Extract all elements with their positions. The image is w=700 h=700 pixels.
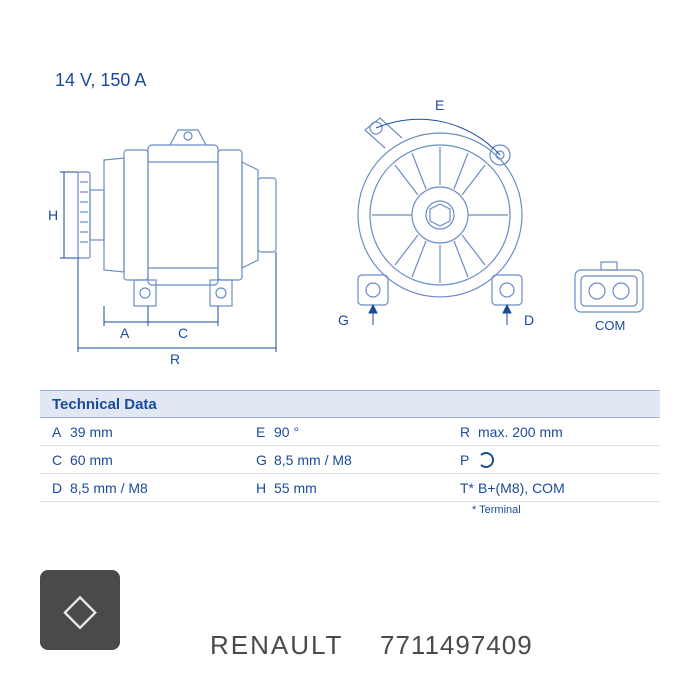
cell-value: 55 mm — [274, 480, 448, 496]
cell-value-rotation — [478, 451, 652, 468]
part-number: 7711497409 — [380, 630, 533, 661]
rotation-icon — [478, 452, 494, 468]
cell-value: 8,5 mm / M8 — [70, 480, 244, 496]
cell-value: 8,5 mm / M8 — [274, 452, 448, 468]
tech-data-table: A 39 mm E 90 ° R max. 200 mm C 60 mm G 8… — [40, 418, 660, 502]
cell-value: max. 200 mm — [478, 424, 652, 440]
drawings-svg: H A C R — [40, 90, 660, 370]
cell-key: T* — [448, 480, 478, 496]
cell-key: A — [40, 424, 70, 440]
terminal-footnote: * Terminal — [472, 504, 521, 516]
tech-data-header: Technical Data — [40, 390, 660, 418]
cell-value: 60 mm — [70, 452, 244, 468]
logo-diamond-icon: ◇ — [63, 588, 97, 632]
cell-value: 90 ° — [274, 424, 448, 440]
cell-key: D — [40, 480, 70, 496]
table-row: C 60 mm G 8,5 mm / M8 P — [40, 446, 660, 474]
page: 14 V, 150 A — [0, 0, 700, 700]
svg-text:D: D — [524, 312, 534, 328]
svg-text:C: C — [178, 325, 188, 341]
cell-key: C — [40, 452, 70, 468]
rating-text: 14 V, 150 A — [55, 70, 146, 91]
cell-key: R — [448, 424, 478, 440]
svg-text:H: H — [48, 207, 58, 223]
svg-text:A: A — [120, 325, 130, 341]
svg-text:E: E — [435, 97, 444, 113]
cell-value: B+(M8), COM — [478, 480, 652, 496]
brand-name: RENAULT — [210, 630, 343, 661]
brand-logo: ◇ — [40, 570, 120, 650]
table-row: A 39 mm E 90 ° R max. 200 mm — [40, 418, 660, 446]
cell-value: 39 mm — [70, 424, 244, 440]
cell-key: G — [244, 452, 274, 468]
cell-key: E — [244, 424, 274, 440]
svg-text:R: R — [170, 351, 180, 367]
table-row: D 8,5 mm / M8 H 55 mm T* B+(M8), COM — [40, 474, 660, 502]
cell-key: P — [448, 452, 478, 468]
cell-key: H — [244, 480, 274, 496]
technical-drawings: H A C R — [40, 90, 660, 370]
connector-label: COM — [595, 318, 625, 333]
svg-text:G: G — [338, 312, 349, 328]
